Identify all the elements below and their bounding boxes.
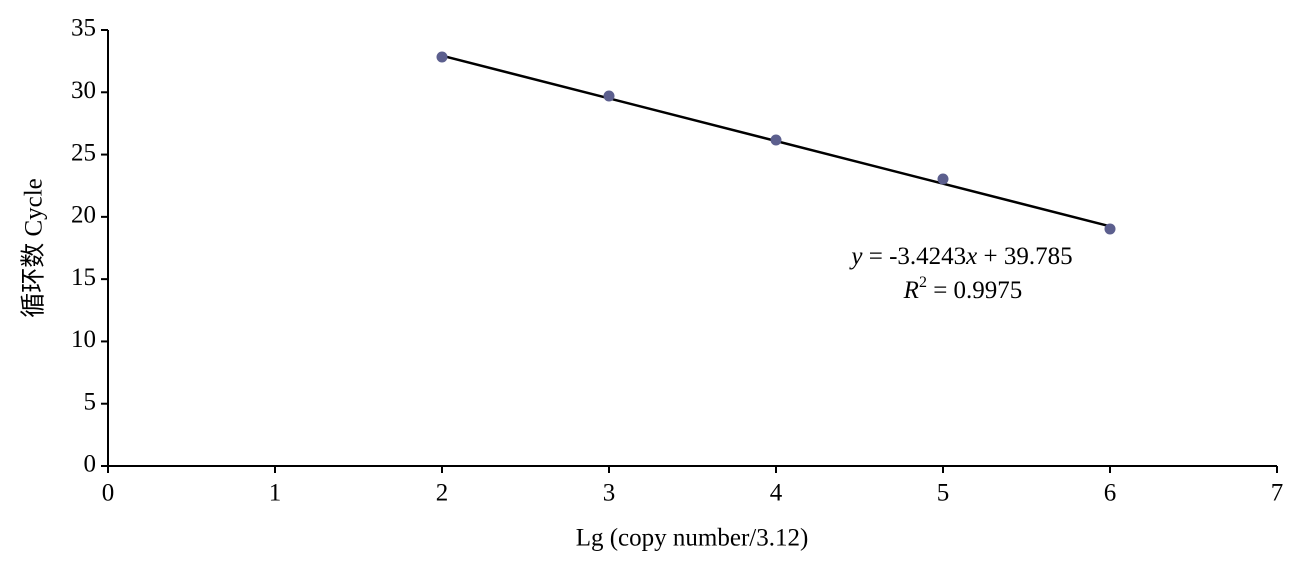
point: [770, 134, 782, 146]
x-tick-label: 7: [1271, 480, 1284, 507]
equation-label-part: y: [848, 243, 863, 270]
y-axis-label: 循环数 Cycle: [20, 178, 48, 318]
y-tick-label: 35: [71, 15, 96, 42]
r-squared-label-part: 2: [919, 274, 927, 291]
x-tick-label: 6: [1104, 480, 1117, 507]
y-tick-label: 5: [84, 388, 97, 415]
point: [937, 173, 949, 185]
y-tick-label: 25: [71, 139, 96, 166]
y-tick-label: 0: [84, 451, 97, 478]
point: [1104, 223, 1116, 235]
x-tick-label: 3: [603, 480, 616, 507]
equation-label-part: + 39.785: [977, 243, 1072, 270]
r-squared-label: R2 = 0.9975: [903, 274, 1023, 304]
equation-label: y = -3.4243x + 39.785: [848, 243, 1072, 270]
x-axis-label: Lg (copy number/3.12): [576, 525, 809, 552]
r-squared-label-part: R: [903, 277, 919, 304]
point: [436, 51, 448, 63]
equation-label-part: = -3.4243: [862, 243, 966, 270]
r-squared-label-part: = 0.9975: [927, 277, 1022, 304]
y-tick-label: 20: [71, 202, 96, 229]
x-tick-label: 0: [102, 480, 115, 507]
x-tick-label: 2: [436, 480, 449, 507]
x-tick-label: 5: [937, 480, 950, 507]
y-tick-label: 10: [71, 326, 96, 353]
x-tick-label: 4: [770, 480, 783, 507]
x-tick-label: 1: [269, 480, 282, 507]
point: [603, 90, 615, 102]
equation-label-part: x: [965, 243, 977, 270]
y-tick-label: 30: [71, 77, 96, 104]
y-tick-label: 15: [71, 264, 96, 291]
